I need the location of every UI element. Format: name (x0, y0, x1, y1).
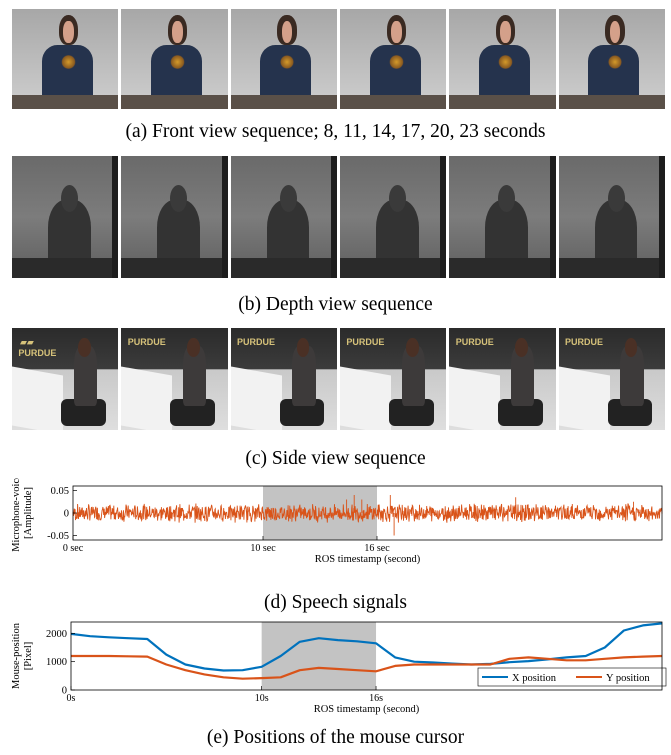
svg-text:▰▰: ▰▰ (20, 337, 34, 346)
plot-frame (70, 621, 663, 691)
mouse-position-chart: X position Y position 2000 1000 00s 10s 16sROS… (11, 621, 667, 715)
depth-frame (449, 156, 556, 278)
y-axis-label-line2: [Amplitude] (23, 487, 34, 539)
x-tick-label: 10 sec (250, 543, 276, 554)
sign-text: PURDUE (346, 337, 385, 348)
side-view-strip: ▰▰ PURDUE PURDUE PURDUE PURDUE PURDUE PUR… (12, 328, 665, 430)
sign-text: PURDUE (565, 337, 604, 348)
y-tick-label: 0.05 (51, 486, 69, 497)
y-axis-label-line1: Microphone-voice (11, 478, 22, 552)
front-frame (558, 9, 665, 109)
side-frame: PURDUE (230, 328, 337, 430)
x-tick-label: 0 sec (63, 543, 84, 554)
speech-waveform-line (72, 495, 663, 536)
legend-box (477, 667, 667, 687)
depth-frame (121, 156, 228, 278)
caption-c: (c) Side view sequence (245, 448, 426, 469)
series-line-y (71, 654, 663, 680)
sign-text: PURDUE (455, 337, 494, 348)
side-frame: PURDUE (449, 328, 556, 430)
sign-text: PURDUE (127, 337, 166, 348)
legend: X position Y position (477, 667, 667, 687)
y-tick-label: 2000 (46, 629, 67, 640)
caption-e: (e) Positions of the mouse cursor (206, 727, 465, 748)
y-tick-label: 0 (64, 509, 69, 520)
front-frame (121, 9, 228, 109)
sign-text: PURDUE (237, 337, 276, 348)
depth-frame (230, 156, 337, 278)
legend-label-y: Y position (606, 673, 650, 684)
x-tick-label: 0s (67, 693, 76, 704)
side-frame: PURDUE (121, 328, 228, 430)
caption-d: (d) Speech signals (264, 592, 407, 613)
x-tick-label: 10s (255, 693, 269, 704)
side-frame: PURDUE (558, 328, 665, 430)
series-line-x (70, 622, 663, 672)
x-axis-label: ROS timestamp (second) (314, 704, 420, 715)
front-frame (12, 9, 119, 109)
y-axis-label-line1: Mouse-position (11, 622, 22, 689)
depth-frame (339, 156, 447, 278)
caption-b: (b) Depth view sequence (238, 294, 433, 315)
depth-frame (558, 156, 665, 278)
x-tick-label: 16s (369, 693, 383, 704)
depth-view-strip (12, 156, 665, 278)
sign-text: PURDUE (18, 348, 57, 359)
depth-frame (12, 156, 119, 278)
side-frame: PURDUE (339, 328, 447, 430)
x-axis-label: ROS timestamp (second) (315, 554, 421, 565)
caption-a: (a) Front view sequence; 8, 11, 14, 17, … (125, 121, 546, 142)
front-view-strip (12, 9, 665, 109)
y-axis-label-line2: [Pixel] (23, 642, 34, 671)
x-tick-label: 16 sec (364, 543, 390, 554)
front-frame (230, 9, 337, 109)
y-tick-label: -0.05 (47, 531, 69, 542)
side-frame: ▰▰ PURDUE (12, 328, 119, 430)
front-frame (449, 9, 556, 109)
y-tick-label: 1000 (46, 657, 67, 668)
front-frame (339, 9, 447, 109)
y-tick-label: 0 (62, 686, 67, 697)
purdue-sign-logo: ▰▰ PURDUE (18, 336, 57, 359)
legend-label-x: X position (512, 673, 557, 684)
